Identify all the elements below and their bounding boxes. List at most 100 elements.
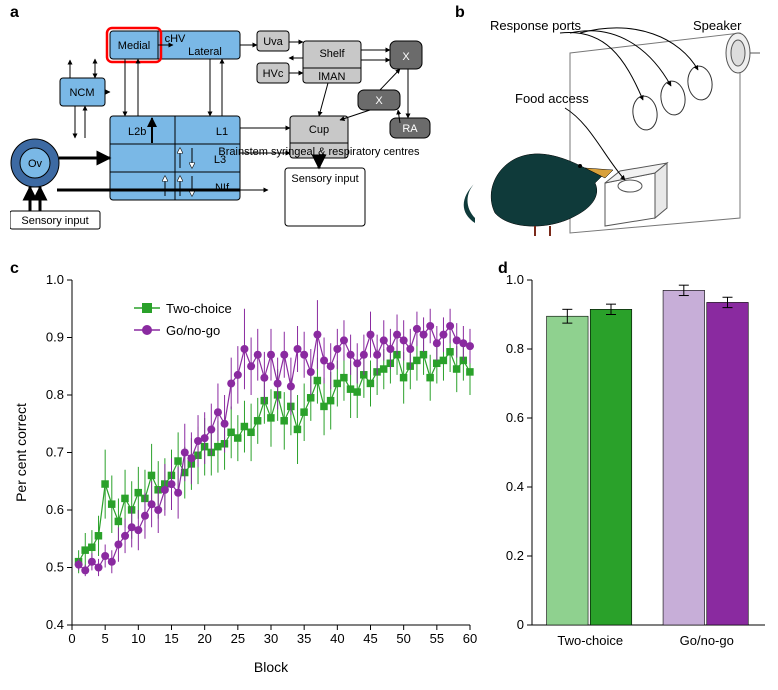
marker: [294, 345, 302, 353]
label-hvc: Shelf: [319, 48, 345, 60]
bird-eye: [578, 164, 582, 168]
marker: [101, 480, 109, 488]
panel-b-illustration: Response portsSpeakerFood access: [455, 8, 765, 238]
marker: [426, 374, 434, 382]
marker: [280, 417, 288, 425]
marker: [207, 426, 215, 434]
panel-c-chart: 0.40.50.60.70.80.91.00510152025303540455…: [10, 260, 480, 680]
marker: [420, 331, 428, 339]
ytick-label: 1.0: [506, 272, 524, 287]
group-label: Go/no-go: [680, 633, 734, 648]
marker: [227, 429, 235, 437]
marker: [174, 489, 182, 497]
marker: [380, 365, 388, 373]
label-lateral: Lateral: [188, 46, 222, 58]
marker: [121, 495, 129, 503]
marker: [446, 348, 454, 356]
marker: [400, 336, 408, 344]
marker: [426, 322, 434, 330]
marker: [88, 558, 96, 566]
label-nif: Uva: [263, 36, 283, 48]
marker: [75, 561, 83, 569]
xtick-label: 55: [430, 631, 444, 646]
marker: [214, 408, 222, 416]
marker: [267, 414, 275, 422]
label-l1: L1: [216, 126, 228, 138]
marker: [420, 351, 428, 359]
marker: [433, 339, 441, 347]
xtick-label: 5: [102, 631, 109, 646]
marker: [320, 357, 328, 365]
marker: [148, 500, 156, 508]
label-chvlabel: cHV: [165, 33, 186, 45]
marker: [367, 380, 375, 388]
label-ncm: NCM: [69, 87, 94, 99]
ytick-label: 0.7: [46, 445, 64, 460]
panel-d-chart: 00.20.40.60.81.0Two-choiceGo/no-go: [490, 260, 770, 680]
x-axis-label: Block: [254, 659, 289, 675]
ytick-label: 0.6: [506, 410, 524, 425]
ytick-label: 0: [517, 617, 524, 632]
xtick-label: 0: [68, 631, 75, 646]
marker: [360, 351, 368, 359]
marker: [327, 397, 335, 405]
marker: [168, 480, 176, 488]
marker: [141, 512, 149, 520]
label-l2a: L2b: [128, 126, 146, 138]
marker: [340, 336, 348, 344]
label-shelf: lMAN: [319, 71, 346, 83]
marker: [280, 351, 288, 359]
marker: [413, 325, 421, 333]
xtick-label: 40: [330, 631, 344, 646]
xtick-label: 45: [363, 631, 377, 646]
ytick-label: 0.4: [506, 479, 524, 494]
ytick-label: 0.8: [506, 341, 524, 356]
marker: [347, 351, 355, 359]
marker: [400, 374, 408, 382]
marker: [333, 380, 341, 388]
marker: [300, 408, 308, 416]
marker: [108, 500, 116, 508]
marker: [439, 331, 447, 339]
ytick-label: 0.5: [46, 560, 64, 575]
marker: [327, 362, 335, 370]
label-ov: Ov: [28, 158, 43, 170]
marker: [201, 434, 209, 442]
marker: [333, 345, 341, 353]
xtick-label: 10: [131, 631, 145, 646]
marker: [115, 518, 123, 526]
ytick-label: 1.0: [46, 272, 64, 287]
marker: [108, 558, 116, 566]
xtick-label: 60: [463, 631, 477, 646]
xtick-label: 30: [264, 631, 278, 646]
marker: [234, 371, 242, 379]
label-speaker: Speaker: [693, 18, 742, 33]
label-dlm: RA: [402, 123, 418, 135]
marker: [134, 526, 142, 534]
marker: [274, 380, 282, 388]
marker: [95, 564, 103, 572]
marker: [241, 423, 249, 431]
label-cup: Brainstem syringeal & respiratory centre…: [218, 146, 420, 158]
marker: [393, 331, 401, 339]
xtick-label: 35: [297, 631, 311, 646]
ytick-label: 0.6: [46, 502, 64, 517]
legend-label: Two-choice: [166, 301, 232, 316]
marker: [373, 351, 381, 359]
marker: [307, 368, 315, 376]
legend-label: Go/no-go: [166, 323, 220, 338]
marker: [320, 403, 328, 411]
y-axis-label: Per cent correct: [13, 403, 29, 502]
marker: [287, 382, 295, 390]
bar: [547, 316, 589, 625]
xtick-label: 15: [164, 631, 178, 646]
marker: [174, 457, 182, 465]
marker: [148, 472, 156, 480]
marker: [453, 365, 461, 373]
marker: [81, 546, 89, 554]
ytick-label: 0.2: [506, 548, 524, 563]
marker: [101, 552, 109, 560]
marker: [380, 336, 388, 344]
label-iman: X: [375, 95, 383, 107]
marker: [88, 544, 96, 552]
